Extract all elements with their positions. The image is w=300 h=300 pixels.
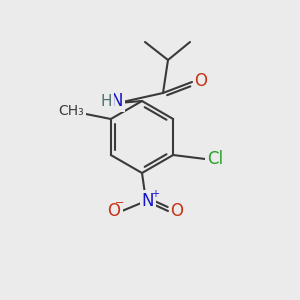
Text: O: O xyxy=(170,202,184,220)
Text: −: − xyxy=(115,198,125,208)
Text: O: O xyxy=(194,72,208,90)
Text: CH₃: CH₃ xyxy=(58,104,84,118)
Text: Cl: Cl xyxy=(207,150,223,168)
Text: H: H xyxy=(100,94,112,109)
Text: O: O xyxy=(107,202,121,220)
Text: N: N xyxy=(111,92,123,110)
Text: N: N xyxy=(142,192,154,210)
Text: +: + xyxy=(151,189,159,199)
